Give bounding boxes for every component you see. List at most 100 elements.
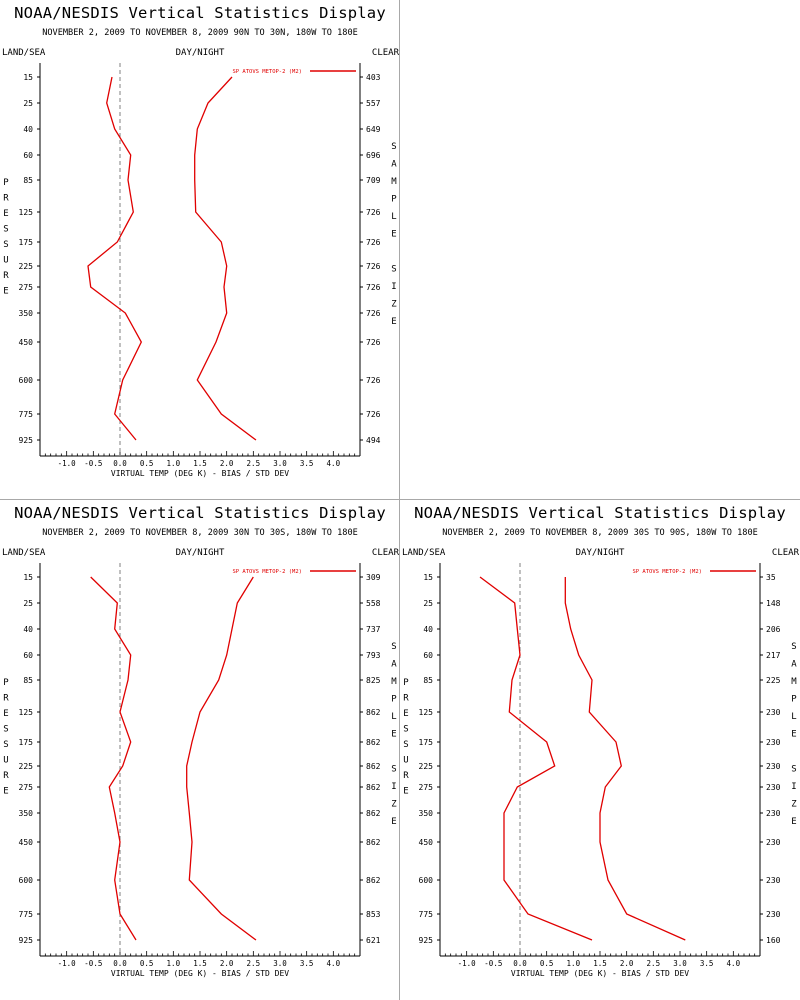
sample-size-axis-letter: S [791, 765, 796, 775]
x-tick-label: 0.0 [513, 959, 527, 968]
x-tick-label: 1.5 [193, 459, 207, 468]
pressure-tick-label: 775 [19, 910, 34, 919]
pressure-tick-label: 450 [419, 838, 434, 847]
sample-size-axis-letter: A [391, 660, 397, 670]
day-night-header: DAY/NIGHT [175, 548, 225, 558]
sample-size-label: 309 [366, 573, 381, 582]
panel-subtitle: NOVEMBER 2, 2009 TO NOVEMBER 8, 2009 90N… [42, 28, 358, 38]
pressure-axis-letter: E [3, 787, 8, 797]
legend-label: SP ATOVS METOP-2 (M2) [232, 69, 302, 75]
sample-size-axis-letter: M [391, 177, 397, 187]
pressure-tick-label: 450 [19, 338, 34, 347]
profile-chart: -1.0 -0.5 0.0 0.5 1.0 1.5 2.0 2.5 3.0 3.5 4.0 VIRTU… [3, 563, 397, 978]
x-tick-label: 3.5 [300, 459, 314, 468]
sample-size-label: 862 [366, 738, 381, 747]
pressure-tick-label: 225 [419, 762, 434, 771]
sample-size-label: 862 [366, 708, 381, 717]
land-sea-header: LAND/SEA [2, 48, 46, 58]
pressure-axis-letter: S [3, 740, 8, 750]
day-night-header: DAY/NIGHT [175, 48, 225, 58]
sample-size-label: 726 [366, 410, 381, 419]
sample-size-axis-letter: P [391, 195, 397, 205]
pressure-tick-label: 350 [19, 309, 34, 318]
sample-size-label: 862 [366, 783, 381, 792]
sample-size-axis-letter: E [391, 730, 396, 740]
sample-size-label: 35 [766, 573, 776, 582]
x-tick-label: 3.0 [273, 459, 287, 468]
bias-series-line [90, 576, 137, 941]
pressure-tick-label: 775 [19, 410, 34, 419]
pressure-axis-letter: P [3, 678, 9, 688]
x-tick-label: 2.5 [247, 459, 261, 468]
sample-size-label: 557 [366, 99, 381, 108]
sample-size-axis-letter: S [391, 142, 396, 152]
sample-size-label: 217 [766, 651, 781, 660]
sample-size-label: 726 [366, 376, 381, 385]
sample-size-label: 230 [766, 809, 781, 818]
x-tick-label: 0.5 [140, 459, 154, 468]
pressure-tick-label: 600 [19, 876, 34, 885]
x-axis-label: VIRTUAL TEMP (DEG K) - BIAS / STD DEV [511, 969, 689, 978]
pressure-axis-letter: S [403, 740, 408, 750]
x-tick-label: 3.0 [273, 959, 287, 968]
pressure-axis-letter: R [403, 771, 409, 781]
sample-size-label: 825 [366, 676, 381, 685]
pressure-tick-label: 40 [423, 625, 433, 634]
sample-size-label: 853 [366, 910, 381, 919]
pressure-axis-letter: R [3, 694, 9, 704]
stddev-series-line [194, 76, 257, 441]
pressure-tick-label: 40 [23, 125, 33, 134]
x-tick-label: 1.0 [167, 459, 181, 468]
sample-size-label: 726 [366, 262, 381, 271]
x-tick-label: -0.5 [84, 459, 102, 468]
stats-panel: NOAA/NESDIS Vertical Statistics Display … [0, 500, 400, 1000]
sample-size-label: 862 [366, 876, 381, 885]
x-tick-label: 4.0 [327, 459, 341, 468]
sample-size-label: 160 [766, 936, 781, 945]
x-tick-label: 3.5 [300, 959, 314, 968]
sample-size-axis-letter: P [391, 695, 397, 705]
sample-size-label: 558 [366, 599, 381, 608]
land-sea-header: LAND/SEA [2, 548, 46, 558]
x-tick-label: 4.0 [727, 959, 741, 968]
pressure-tick-label: 925 [419, 936, 434, 945]
sample-size-axis-letter: S [391, 765, 396, 775]
pressure-axis-letter: S [3, 725, 8, 735]
pressure-tick-label: 175 [19, 238, 34, 247]
pressure-tick-label: 225 [19, 262, 34, 271]
pressure-tick-label: 85 [23, 676, 33, 685]
clear-header: CLEAR [771, 548, 799, 558]
sample-size-label: 793 [366, 651, 381, 660]
sample-size-axis-letter: I [391, 282, 396, 292]
pressure-axis-letter: P [403, 678, 409, 688]
sample-size-axis-letter: L [791, 712, 796, 722]
sample-size-label: 148 [766, 599, 781, 608]
sample-size-axis-letter: S [791, 642, 796, 652]
sample-size-label: 230 [766, 876, 781, 885]
x-tick-label: 1.0 [167, 959, 181, 968]
pressure-tick-label: 175 [19, 738, 34, 747]
horizontal-divider [0, 499, 800, 500]
sample-size-axis-letter: Z [391, 300, 397, 310]
sample-size-axis-letter: I [391, 782, 396, 792]
x-tick-label: -0.5 [84, 959, 102, 968]
x-axis-label: VIRTUAL TEMP (DEG K) - BIAS / STD DEV [111, 469, 289, 478]
legend-label: SP ATOVS METOP-2 (M2) [632, 569, 702, 575]
sample-size-label: 230 [766, 708, 781, 717]
sample-size-label: 862 [366, 762, 381, 771]
pressure-tick-label: 125 [19, 708, 34, 717]
x-tick-label: 3.5 [700, 959, 714, 968]
x-tick-label: 4.0 [327, 959, 341, 968]
x-tick-label: 2.0 [620, 959, 634, 968]
x-tick-label: 0.5 [540, 959, 554, 968]
pressure-tick-label: 125 [419, 708, 434, 717]
pressure-axis-letter: E [403, 787, 408, 797]
pressure-tick-label: 15 [423, 573, 433, 582]
x-tick-label: -1.0 [58, 959, 77, 968]
sample-size-axis-letter: E [391, 817, 396, 827]
x-tick-label: -1.0 [58, 459, 77, 468]
pressure-tick-label: 275 [19, 283, 34, 292]
sample-size-label: 726 [366, 309, 381, 318]
sample-size-axis-letter: Z [391, 800, 397, 810]
x-tick-label: 2.5 [647, 959, 661, 968]
